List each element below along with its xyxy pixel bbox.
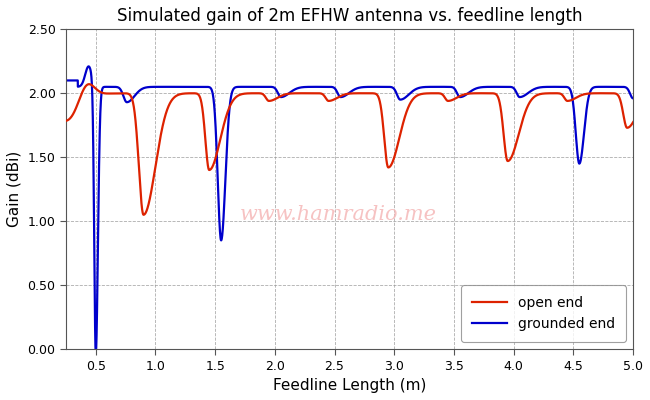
open end bbox=[62, 118, 70, 123]
Y-axis label: Gain (dBi): Gain (dBi) bbox=[7, 151, 22, 227]
open end bbox=[488, 91, 495, 96]
open end bbox=[166, 102, 174, 106]
open end bbox=[140, 212, 148, 217]
grounded end bbox=[62, 78, 70, 83]
open end bbox=[433, 91, 441, 96]
grounded end bbox=[280, 94, 288, 99]
X-axis label: Feedline Length (m): Feedline Length (m) bbox=[273, 378, 426, 393]
Legend: open end, grounded end: open end, grounded end bbox=[461, 285, 626, 342]
grounded end bbox=[632, 95, 640, 100]
grounded end bbox=[530, 87, 538, 92]
grounded end bbox=[404, 93, 411, 98]
open end bbox=[280, 92, 288, 97]
open end bbox=[530, 94, 538, 99]
open end bbox=[85, 82, 93, 86]
grounded end bbox=[84, 64, 92, 69]
open end bbox=[404, 106, 411, 111]
grounded end bbox=[433, 84, 441, 89]
Text: www.hamradio.me: www.hamradio.me bbox=[240, 205, 437, 224]
grounded end bbox=[166, 84, 174, 89]
Line: open end: open end bbox=[66, 84, 636, 215]
open end bbox=[632, 116, 640, 120]
Line: grounded end: grounded end bbox=[66, 66, 636, 349]
grounded end bbox=[488, 84, 495, 89]
grounded end bbox=[92, 347, 99, 352]
Title: Simulated gain of 2m EFHW antenna vs. feedline length: Simulated gain of 2m EFHW antenna vs. fe… bbox=[117, 7, 582, 25]
